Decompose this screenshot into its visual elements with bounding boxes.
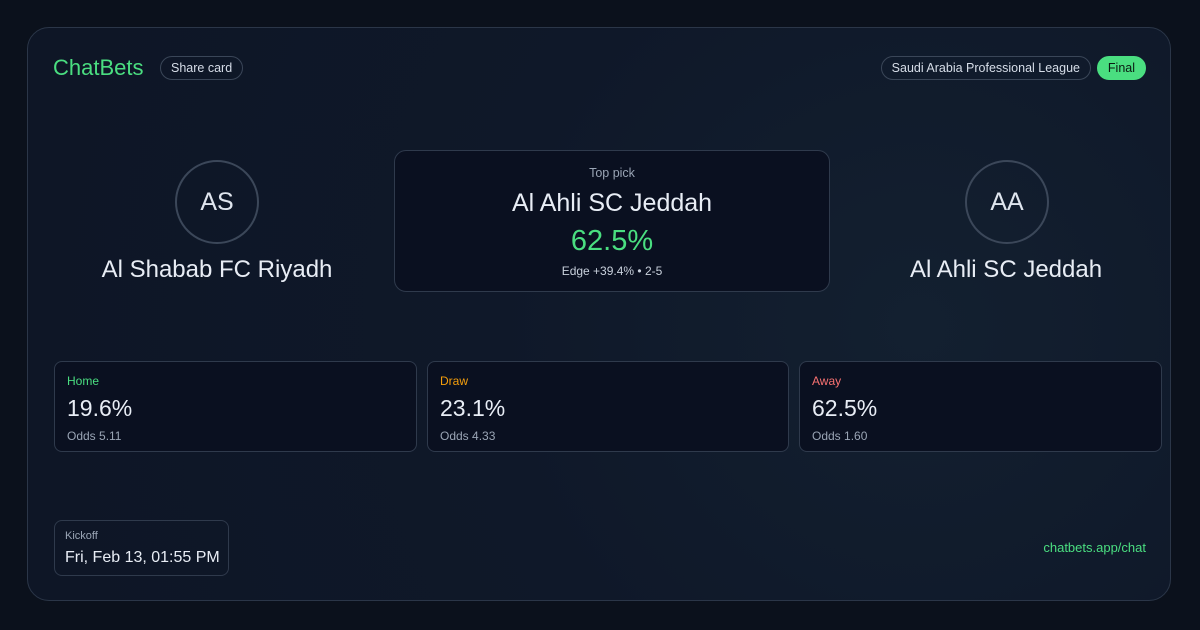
kickoff: Kickoff Fri, Feb 13, 01:55 PM — [54, 520, 229, 576]
top-pick-label: Top pick — [589, 166, 635, 180]
outcome-label: Draw — [440, 374, 469, 388]
outcome-probability: 19.6% — [67, 395, 133, 421]
outcome-odds: Odds 1.60 — [812, 429, 868, 443]
outcome-label: Away — [812, 374, 842, 388]
outcome-card: Draw 23.1% Odds 4.33 — [427, 361, 789, 452]
league-badge: Saudi Arabia Professional League — [880, 56, 1091, 80]
kickoff-time: Fri, Feb 13, 01:55 PM — [65, 549, 220, 566]
away-avatar: AA — [965, 160, 1049, 244]
outcome-card: Away 62.5% Odds 1.60 — [799, 361, 1162, 452]
outcome-probability: 62.5% — [812, 395, 878, 421]
share-button[interactable]: Share card — [160, 56, 244, 80]
status-badge: Final — [1096, 56, 1146, 80]
footer-link[interactable]: chatbets.app/chat — [1043, 540, 1146, 555]
top-pick-edge: Edge +39.4% • 2-5 — [561, 264, 663, 278]
kickoff-label: Kickoff — [65, 530, 98, 542]
top-pick: Top pick Al Ahli SC Jeddah 62.5% Edge +3… — [394, 150, 830, 292]
outcome-odds: Odds 4.33 — [440, 429, 496, 443]
home-team: Al Shabab FC Riyadh — [101, 256, 333, 283]
top-pick-probability: 62.5% — [570, 225, 654, 257]
home-avatar: AS — [175, 160, 259, 244]
away-team: Al Ahli SC Jeddah — [909, 256, 1103, 283]
share-card — [27, 27, 1171, 601]
outcome-odds: Odds 5.11 — [67, 429, 122, 443]
outcome-label: Home — [67, 374, 100, 388]
top-pick-team: Al Ahli SC Jeddah — [511, 189, 713, 217]
brand: ChatBets — [53, 55, 144, 80]
outcome-probability: 23.1% — [440, 395, 506, 421]
outcome-card: Home 19.6% Odds 5.11 — [54, 361, 417, 452]
